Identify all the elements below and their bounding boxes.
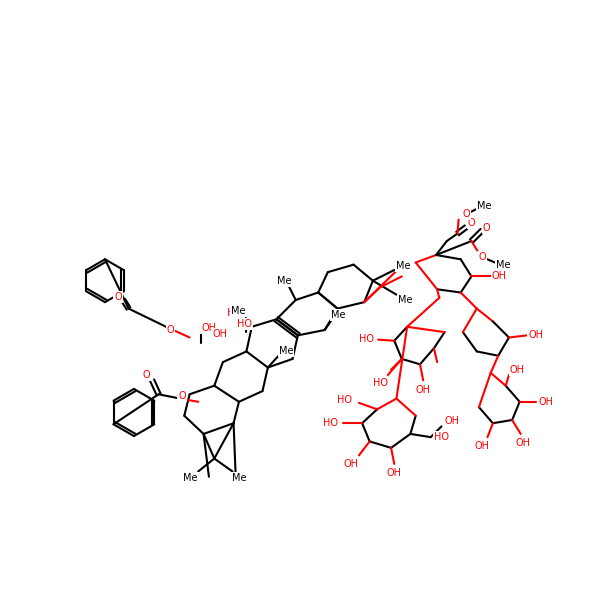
Text: OH: OH: [202, 323, 217, 333]
Text: HO: HO: [434, 432, 449, 442]
Text: O: O: [462, 209, 470, 219]
Text: Me: Me: [184, 473, 198, 483]
Text: HO: HO: [237, 319, 252, 329]
Text: O: O: [467, 218, 475, 228]
Text: O: O: [167, 325, 174, 335]
Text: O: O: [143, 370, 151, 380]
Text: OH: OH: [539, 397, 554, 407]
Text: OH: OH: [344, 459, 359, 469]
Text: OH: OH: [475, 441, 490, 451]
Text: Me: Me: [398, 295, 412, 305]
Text: Me: Me: [331, 310, 346, 320]
Text: OH: OH: [492, 271, 507, 281]
Text: O: O: [114, 292, 122, 302]
Text: HO: HO: [359, 334, 374, 344]
Text: HO: HO: [227, 308, 244, 318]
Text: HO: HO: [337, 395, 353, 404]
Text: O: O: [178, 391, 186, 401]
Text: HO: HO: [323, 418, 337, 428]
Text: OH: OH: [445, 416, 460, 426]
Text: Me: Me: [277, 276, 291, 286]
Text: Me: Me: [230, 306, 245, 316]
Text: O: O: [478, 252, 486, 262]
Text: Me: Me: [477, 201, 491, 211]
Text: OH: OH: [510, 365, 525, 374]
Text: O: O: [482, 223, 490, 233]
Text: OH: OH: [515, 437, 530, 448]
Text: Me: Me: [395, 261, 410, 271]
Text: HO: HO: [373, 377, 388, 388]
Text: OH: OH: [387, 467, 402, 478]
Text: Me: Me: [496, 260, 511, 269]
Text: OH: OH: [416, 385, 431, 395]
Text: OH: OH: [212, 329, 227, 339]
Text: Me: Me: [279, 346, 293, 356]
Text: OH: OH: [528, 331, 543, 340]
Text: Me: Me: [232, 473, 246, 483]
